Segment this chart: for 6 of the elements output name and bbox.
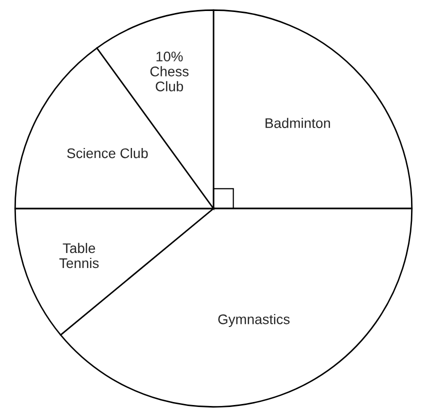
slice-label: Table Tennis — [59, 242, 99, 268]
data-label: 10% — [156, 52, 183, 62]
slice-label: Science Club — [67, 148, 148, 158]
slice-label: Gymnastics — [218, 314, 290, 327]
slice-label: Badminton — [266, 118, 330, 128]
slice-label: Chess Club — [150, 66, 189, 92]
